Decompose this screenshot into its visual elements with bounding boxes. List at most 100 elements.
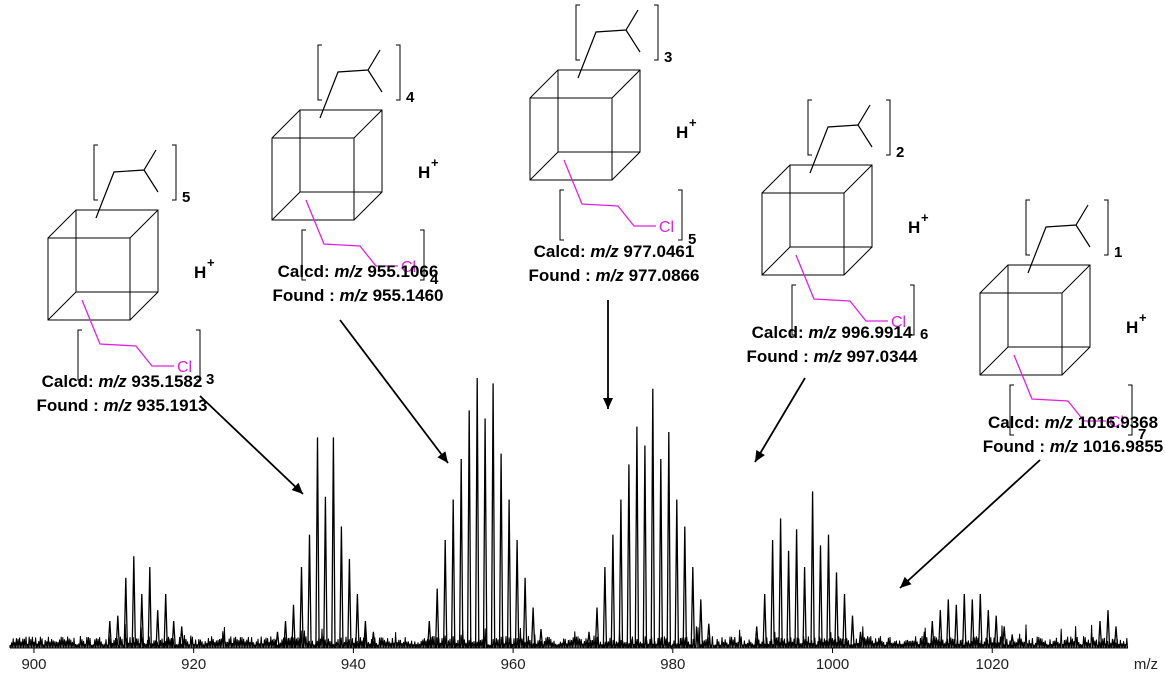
- cube-edge: [129, 291, 159, 321]
- bracket-right: [678, 189, 683, 241]
- protonation-label: H: [1126, 318, 1138, 337]
- arrow-head: [603, 398, 613, 409]
- minor-cluster-peak-7: [163, 593, 168, 649]
- bracket-left: [1009, 384, 1014, 436]
- cluster-0-peak-9: [347, 558, 352, 649]
- cluster-3-peak-1: [762, 593, 767, 649]
- cluster-0-peak-6: [323, 496, 328, 649]
- minor-cluster-peak-9: [179, 626, 184, 649]
- cluster-0-peak-12: [371, 631, 376, 649]
- protonation-charge: +: [921, 210, 929, 225]
- cluster-3-peak-12: [850, 615, 855, 649]
- chloropropyl-count: 7: [1138, 426, 1146, 443]
- calcd-label: Calcd: m/z 1016.9368: [988, 413, 1158, 432]
- bracket-right: [886, 99, 891, 156]
- cluster-0-peak-7: [331, 437, 336, 649]
- cluster-2-peak-4: [618, 499, 624, 649]
- cluster-3-peak-3: [778, 518, 783, 649]
- cluster-2-peak-0: [586, 631, 592, 649]
- cluster-2-peak-9: [658, 458, 664, 649]
- arrow-head: [755, 450, 765, 462]
- poss-structure-0: 5 Cl 3 H+ Calcd: m/z 935.1582 Found : m/z 935…: [36, 144, 304, 495]
- cube-edge: [1061, 346, 1091, 376]
- cube-edge: [353, 191, 383, 221]
- minor-cluster-peak-11: [1105, 610, 1111, 649]
- chloropropyl-group: [795, 254, 888, 322]
- minor-cluster-peak-4: [139, 593, 145, 649]
- bracket-right: [1128, 384, 1133, 436]
- cluster-4-peak-7: [978, 593, 983, 649]
- protonation-charge: +: [1139, 310, 1147, 325]
- cluster-2-peak-11: [674, 499, 680, 649]
- calcd-label: Calcd: m/z 977.0461: [534, 242, 695, 261]
- cluster-1-peak-10: [506, 499, 512, 649]
- chlorine-label: Cl: [891, 314, 906, 331]
- calcd-label: Calcd: m/z 935.1582: [42, 372, 203, 391]
- x-tick-label: 940: [341, 656, 366, 673]
- cube-back-face: [1007, 264, 1091, 348]
- cluster-1-peak-1: [434, 588, 440, 649]
- minor-cluster-peak-2: [123, 577, 129, 649]
- chloropropyl-group: [81, 299, 174, 367]
- cube-edge: [843, 164, 873, 194]
- cluster-2-peak-3: [610, 534, 616, 649]
- isobutyl-group: [95, 149, 159, 219]
- bracket-right: [910, 284, 915, 336]
- chloropropyl-group: [1013, 354, 1106, 422]
- isobutyl-count: 5: [182, 189, 190, 206]
- cluster-4-peak-3: [946, 599, 951, 649]
- cluster-1-peak-4: [458, 458, 464, 649]
- chloropropyl-count: 4: [430, 271, 439, 288]
- poss-structure-3: 2 Cl 6 H+ Calcd: m/z 996.9914 Found : m/z 997…: [746, 99, 929, 463]
- cube-front-face: [761, 192, 845, 276]
- found-label: Found : m/z 935.1913: [36, 396, 207, 415]
- cluster-4-peak-2: [938, 610, 943, 649]
- protonation-charge: +: [689, 115, 697, 130]
- protonation-charge: +: [207, 255, 215, 270]
- cluster-3-peak-6: [802, 566, 807, 649]
- cube-edge: [843, 246, 873, 276]
- cluster-2-peak-13: [690, 566, 696, 649]
- cluster-0-peak-1: [283, 620, 288, 649]
- bracket-left: [301, 229, 306, 281]
- cluster-2-peak-12: [682, 526, 688, 649]
- cube-edge: [761, 164, 791, 194]
- bracket-left: [575, 4, 580, 61]
- cluster-0-peak-0: [275, 631, 280, 649]
- cluster-1-peak-13: [530, 607, 536, 649]
- isobutyl-group: [577, 9, 641, 79]
- cube-edge: [761, 246, 791, 276]
- cluster-1-peak-8: [490, 383, 496, 649]
- cluster-1-peak-14: [538, 629, 544, 649]
- cluster-0-peak-8: [339, 526, 344, 649]
- cube-edge: [529, 69, 559, 99]
- bracket-right: [1104, 199, 1109, 256]
- cube-edge: [611, 151, 641, 181]
- noise-baseline: [9, 623, 1129, 650]
- cube-edge: [353, 109, 383, 139]
- cluster-4-peak-10: [1001, 626, 1007, 649]
- cluster-3-peak-5: [794, 529, 799, 649]
- bracket-right: [196, 329, 201, 381]
- chloropropyl-count: 5: [688, 231, 696, 248]
- arrow-line: [339, 319, 449, 464]
- cluster-0-peak-10: [355, 593, 360, 649]
- cluster-0-peak-3: [299, 566, 304, 649]
- cluster-2-peak-2: [602, 566, 608, 649]
- arrow-line: [199, 395, 304, 495]
- bracket-right: [420, 229, 425, 281]
- cluster-3-peak-11: [842, 593, 847, 649]
- cluster-2-peak-8: [650, 388, 656, 649]
- bracket-left: [1025, 199, 1030, 256]
- cluster-0-peak-11: [363, 620, 368, 649]
- bracket-right: [172, 144, 177, 201]
- isobutyl-group: [809, 104, 873, 174]
- chlorine-label: Cl: [1109, 414, 1124, 431]
- isobutyl-group: [319, 49, 383, 119]
- protonation-charge: +: [431, 155, 439, 170]
- cluster-4-peak-1: [930, 620, 935, 649]
- cluster-2-peak-10: [666, 431, 672, 649]
- cluster-4-peak-4: [954, 604, 959, 649]
